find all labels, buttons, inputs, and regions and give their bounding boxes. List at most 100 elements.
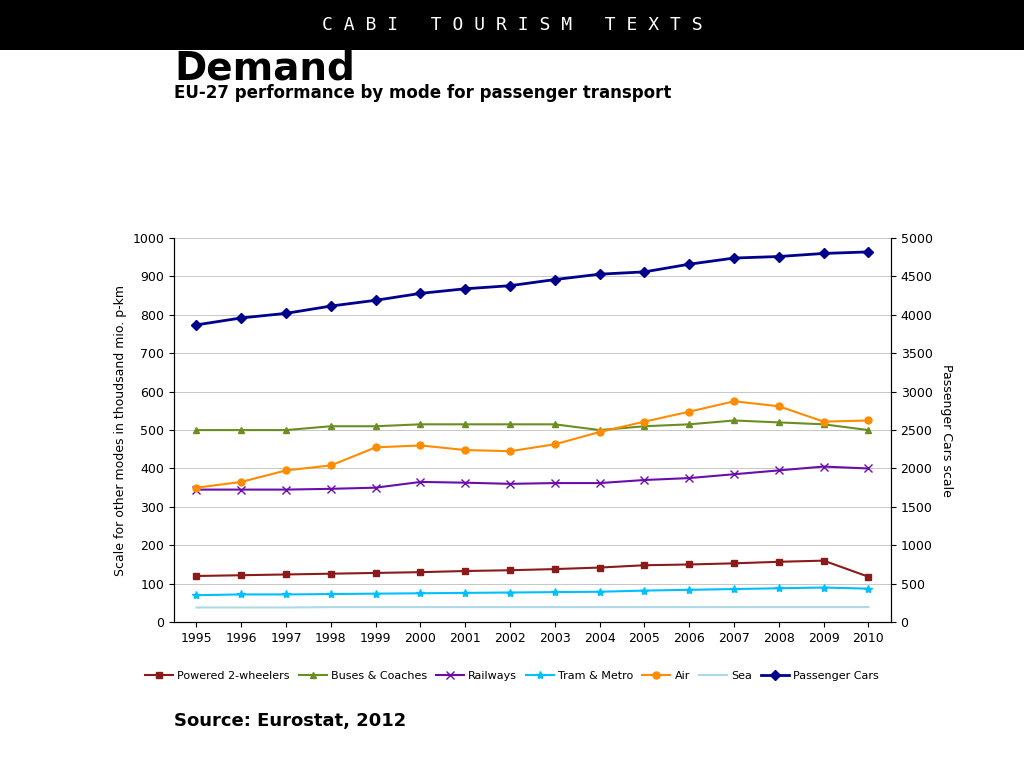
Sea: [236, 603, 248, 612]
Air: [817, 417, 829, 426]
Sea: [549, 602, 561, 611]
Buses & Coaches: [504, 420, 516, 429]
Railways: [594, 478, 606, 488]
Sea: [280, 603, 292, 612]
Line: Buses & Coaches: Buses & Coaches: [193, 417, 872, 434]
Line: Tram & Metro: Tram & Metro: [193, 584, 872, 599]
Passenger Cars: [190, 320, 203, 329]
Railways: [862, 464, 874, 473]
Sea: [415, 602, 427, 611]
Buses & Coaches: [549, 420, 561, 429]
Sea: [459, 602, 471, 611]
Air: [415, 441, 427, 450]
Powered 2-wheelers: [325, 569, 337, 578]
Text: EU-27 performance by mode for passenger transport: EU-27 performance by mode for passenger …: [174, 84, 672, 102]
Tram & Metro: [504, 588, 516, 598]
Sea: [190, 603, 203, 612]
Buses & Coaches: [862, 425, 874, 435]
Powered 2-wheelers: [504, 565, 516, 574]
Passenger Cars: [325, 302, 337, 311]
Air: [638, 417, 650, 426]
Line: Railways: Railways: [193, 462, 872, 494]
Railways: [415, 477, 427, 487]
Buses & Coaches: [459, 420, 471, 429]
Tram & Metro: [325, 590, 337, 599]
Tram & Metro: [415, 588, 427, 598]
Buses & Coaches: [236, 425, 248, 435]
Passenger Cars: [236, 313, 248, 323]
Tram & Metro: [773, 584, 785, 593]
Railways: [504, 479, 516, 488]
Passenger Cars: [280, 309, 292, 318]
Railways: [236, 485, 248, 495]
Buses & Coaches: [370, 422, 382, 431]
Tram & Metro: [280, 590, 292, 599]
Railways: [549, 478, 561, 488]
Line: Air: Air: [193, 398, 872, 492]
Tram & Metro: [370, 589, 382, 598]
Passenger Cars: [594, 270, 606, 279]
Passenger Cars: [817, 249, 829, 258]
Railways: [280, 485, 292, 495]
Line: Powered 2-wheelers: Powered 2-wheelers: [193, 557, 872, 581]
Passenger Cars: [728, 253, 740, 263]
Passenger Cars: [549, 275, 561, 284]
Powered 2-wheelers: [683, 560, 695, 569]
Air: [728, 396, 740, 406]
Air: [773, 402, 785, 411]
Powered 2-wheelers: [638, 561, 650, 570]
Railways: [370, 483, 382, 492]
Powered 2-wheelers: [862, 572, 874, 581]
Powered 2-wheelers: [370, 568, 382, 578]
Sea: [683, 602, 695, 611]
Tram & Metro: [190, 591, 203, 600]
Tram & Metro: [594, 587, 606, 596]
Sea: [817, 602, 829, 611]
Air: [236, 477, 248, 487]
Air: [280, 465, 292, 475]
Powered 2-wheelers: [280, 570, 292, 579]
Sea: [325, 602, 337, 611]
Passenger Cars: [459, 284, 471, 293]
Powered 2-wheelers: [415, 568, 427, 577]
Tram & Metro: [549, 588, 561, 597]
Passenger Cars: [504, 281, 516, 290]
Tram & Metro: [728, 584, 740, 594]
Air: [594, 427, 606, 436]
Sea: [773, 602, 785, 611]
Powered 2-wheelers: [549, 564, 561, 574]
Sea: [504, 602, 516, 611]
Railways: [325, 485, 337, 494]
Tram & Metro: [638, 586, 650, 595]
Powered 2-wheelers: [728, 559, 740, 568]
Sea: [638, 602, 650, 611]
Passenger Cars: [773, 252, 785, 261]
Passenger Cars: [415, 289, 427, 298]
Air: [683, 407, 695, 416]
Air: [504, 447, 516, 456]
Tram & Metro: [459, 588, 471, 598]
Legend: Powered 2-wheelers, Buses & Coaches, Railways, Tram & Metro, Air, Sea, Passenger: Powered 2-wheelers, Buses & Coaches, Rai…: [140, 667, 884, 686]
Powered 2-wheelers: [236, 571, 248, 580]
Buses & Coaches: [280, 425, 292, 435]
Powered 2-wheelers: [817, 556, 829, 565]
Buses & Coaches: [415, 420, 427, 429]
Air: [549, 439, 561, 449]
Buses & Coaches: [728, 416, 740, 425]
Y-axis label: Scale for other modes in thoudsand mio. p-km: Scale for other modes in thoudsand mio. …: [114, 285, 127, 575]
Powered 2-wheelers: [594, 563, 606, 572]
Line: Passenger Cars: Passenger Cars: [193, 248, 872, 329]
Text: Source: Eurostat, 2012: Source: Eurostat, 2012: [174, 712, 407, 730]
Passenger Cars: [638, 267, 650, 276]
Railways: [728, 470, 740, 479]
Text: C A B I   T O U R I S M   T E X T S: C A B I T O U R I S M T E X T S: [322, 16, 702, 34]
Buses & Coaches: [325, 422, 337, 431]
Buses & Coaches: [773, 418, 785, 427]
Railways: [190, 485, 203, 495]
Railways: [773, 465, 785, 475]
Buses & Coaches: [638, 422, 650, 431]
Buses & Coaches: [594, 425, 606, 435]
Sea: [728, 602, 740, 611]
Air: [325, 461, 337, 470]
Tram & Metro: [862, 584, 874, 593]
